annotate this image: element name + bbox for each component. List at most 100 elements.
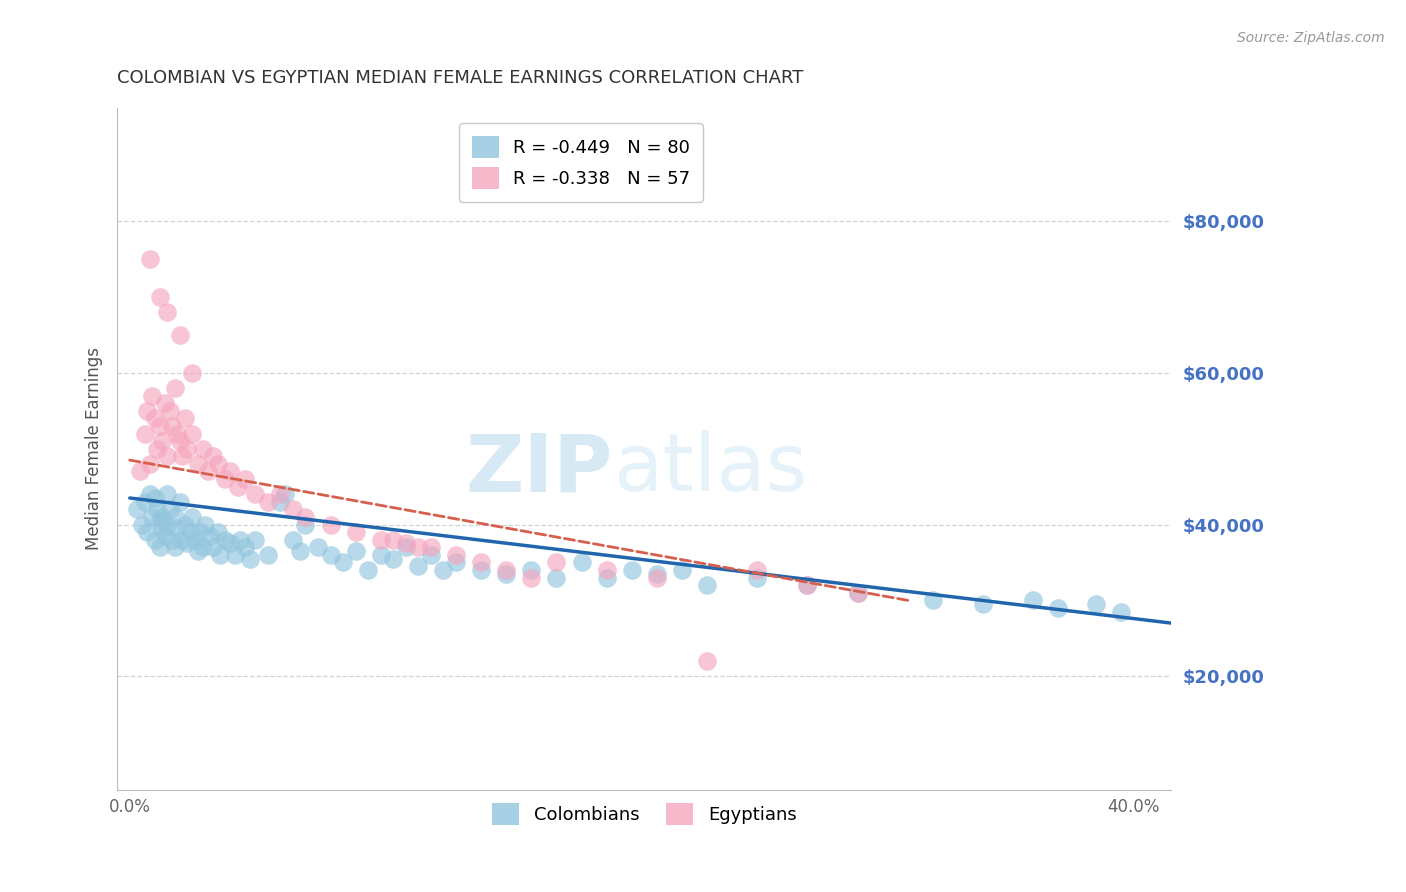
- Point: [444, 548, 467, 562]
- Point: [274, 487, 297, 501]
- Point: [186, 457, 208, 471]
- Point: [747, 563, 769, 577]
- Legend: Colombians, Egyptians: Colombians, Egyptians: [485, 796, 804, 832]
- Point: [444, 556, 467, 570]
- Point: [156, 517, 179, 532]
- Point: [181, 426, 204, 441]
- Point: [239, 551, 262, 566]
- Point: [136, 525, 159, 540]
- Point: [846, 586, 869, 600]
- Point: [233, 472, 256, 486]
- Point: [419, 548, 441, 562]
- Point: [395, 541, 418, 555]
- Point: [1085, 597, 1108, 611]
- Point: [796, 578, 818, 592]
- Point: [571, 556, 593, 570]
- Point: [136, 404, 159, 418]
- Point: [269, 487, 291, 501]
- Point: [214, 533, 236, 547]
- Point: [214, 472, 236, 486]
- Point: [671, 563, 693, 577]
- Point: [143, 411, 166, 425]
- Point: [595, 563, 617, 577]
- Point: [143, 533, 166, 547]
- Point: [269, 495, 291, 509]
- Point: [166, 426, 188, 441]
- Point: [470, 563, 492, 577]
- Point: [191, 442, 214, 456]
- Point: [201, 450, 224, 464]
- Point: [149, 419, 172, 434]
- Point: [143, 491, 166, 505]
- Point: [169, 328, 191, 343]
- Point: [194, 517, 217, 532]
- Point: [166, 521, 188, 535]
- Point: [179, 525, 201, 540]
- Point: [181, 366, 204, 380]
- Point: [224, 548, 246, 562]
- Point: [146, 502, 169, 516]
- Point: [294, 510, 316, 524]
- Point: [219, 536, 242, 550]
- Point: [408, 541, 430, 555]
- Point: [134, 495, 156, 509]
- Point: [846, 586, 869, 600]
- Point: [281, 502, 304, 516]
- Point: [256, 548, 278, 562]
- Point: [226, 480, 249, 494]
- Point: [229, 533, 252, 547]
- Point: [186, 544, 208, 558]
- Point: [290, 544, 312, 558]
- Point: [153, 396, 176, 410]
- Point: [150, 521, 173, 535]
- Point: [357, 563, 380, 577]
- Point: [1109, 605, 1132, 619]
- Point: [188, 525, 211, 540]
- Point: [344, 525, 367, 540]
- Point: [520, 563, 543, 577]
- Point: [150, 434, 173, 449]
- Point: [176, 536, 198, 550]
- Point: [419, 541, 441, 555]
- Point: [344, 544, 367, 558]
- Point: [201, 541, 224, 555]
- Point: [319, 548, 342, 562]
- Point: [281, 533, 304, 547]
- Point: [159, 404, 181, 418]
- Point: [139, 457, 162, 471]
- Point: [163, 510, 186, 524]
- Point: [219, 465, 242, 479]
- Point: [520, 571, 543, 585]
- Point: [972, 597, 994, 611]
- Point: [546, 556, 568, 570]
- Point: [395, 536, 418, 550]
- Point: [233, 541, 256, 555]
- Text: COLOMBIAN VS EGYPTIAN MEDIAN FEMALE EARNINGS CORRELATION CHART: COLOMBIAN VS EGYPTIAN MEDIAN FEMALE EARN…: [117, 69, 804, 87]
- Point: [495, 566, 517, 581]
- Point: [156, 305, 179, 319]
- Point: [747, 571, 769, 585]
- Point: [184, 533, 207, 547]
- Point: [645, 566, 668, 581]
- Point: [620, 563, 643, 577]
- Point: [382, 551, 405, 566]
- Point: [1022, 593, 1045, 607]
- Point: [696, 578, 718, 592]
- Point: [141, 389, 163, 403]
- Point: [470, 556, 492, 570]
- Point: [153, 529, 176, 543]
- Point: [319, 517, 342, 532]
- Point: [176, 442, 198, 456]
- Point: [174, 411, 197, 425]
- Point: [696, 654, 718, 668]
- Point: [172, 533, 194, 547]
- Point: [163, 541, 186, 555]
- Point: [127, 502, 149, 516]
- Point: [370, 533, 392, 547]
- Text: ZIP: ZIP: [465, 430, 613, 508]
- Point: [332, 556, 354, 570]
- Point: [169, 434, 191, 449]
- Point: [139, 487, 162, 501]
- Point: [150, 510, 173, 524]
- Point: [149, 541, 172, 555]
